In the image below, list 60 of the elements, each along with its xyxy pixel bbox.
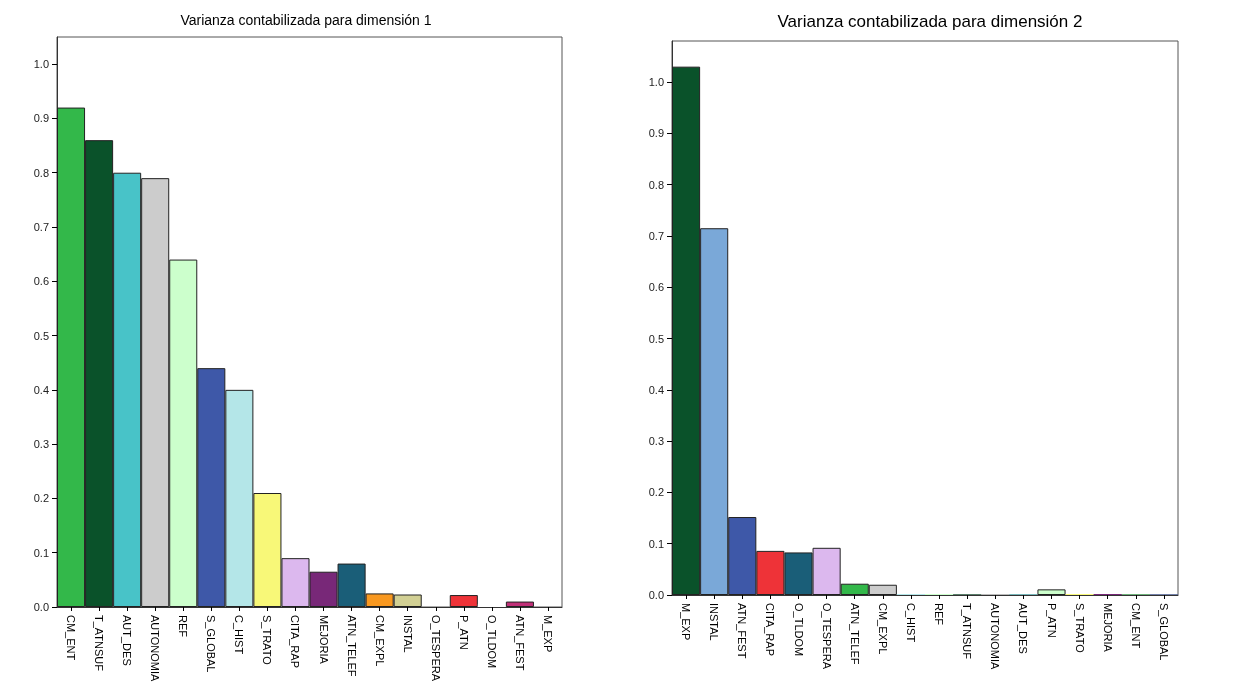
y-tick-label: 0.7 <box>33 221 49 233</box>
y-tick-label: 0.1 <box>33 546 49 559</box>
x-tick-label: P_ATN <box>457 615 470 650</box>
y-tick-label: 0.6 <box>33 275 49 288</box>
x-tick-label: AUT_DES <box>1017 603 1030 654</box>
x-tick-label: AUT_DES <box>121 615 134 666</box>
x-tick-label: CITA_RAP <box>764 603 777 656</box>
x-tick-label: ATN_FEST <box>736 603 749 659</box>
x-tick-label: M_EXP <box>541 615 554 653</box>
x-tick-label: C_HIST <box>233 615 246 655</box>
chart-title: Varianza contabilizada para dimensión 2 <box>777 12 1083 31</box>
x-tick-label: AUTONOMIA <box>149 615 162 683</box>
x-tick-label: M_EXP <box>680 603 693 641</box>
y-tick-label: 1.0 <box>33 58 49 71</box>
y-tick-label: 0.5 <box>648 332 664 345</box>
x-tick-label: REF <box>177 615 190 638</box>
x-tick-label: CM_ENT <box>65 615 78 661</box>
y-tick-label: 0.0 <box>33 601 49 613</box>
y-tick-label: 1.0 <box>648 76 664 89</box>
x-tick-label: P_ATN <box>1045 603 1058 638</box>
y-tick-label: 0.4 <box>33 383 49 396</box>
y-tick-label: 0.4 <box>648 383 664 396</box>
x-tick-label: INSTAL <box>401 615 414 653</box>
x-tick-label: O_TLDOM <box>485 615 498 669</box>
y-tick-label: 0.1 <box>648 537 664 550</box>
x-tick-label: CM_ENT <box>1129 603 1142 649</box>
y-tick-label: 0.5 <box>33 329 49 342</box>
x-tick-label: S_TRATO <box>1073 603 1086 654</box>
x-tick-label: O_TESPERA <box>820 603 833 670</box>
y-tick-label: 0.3 <box>648 435 664 448</box>
y-tick-label: 0.2 <box>648 486 664 499</box>
x-tick-label: AUTONOMIA <box>989 603 1002 671</box>
x-tick-label: ATN_TELEF <box>848 603 861 665</box>
y-tick-label: 0.3 <box>33 438 49 451</box>
y-tick-label: 0.2 <box>33 492 49 505</box>
y-tick-label: 0.6 <box>648 281 664 294</box>
x-tick-label: O_TLDOM <box>792 603 805 657</box>
y-tick-label: 0.9 <box>33 112 49 125</box>
x-tick-label: CITA_RAP <box>289 615 302 668</box>
x-tick-label: ATN_FEST <box>513 615 526 671</box>
x-tick-label: T_ATNSUF <box>93 615 106 672</box>
y-tick-label: 0.7 <box>648 229 664 242</box>
y-tick-label: 0.8 <box>648 178 664 191</box>
chart-title: Varianza contabilizada para dimensión 1 <box>180 12 432 28</box>
y-tick-label: 0.8 <box>33 166 49 179</box>
x-tick-label: MEJORIA <box>1101 603 1114 653</box>
x-tick-label: MEJORIA <box>317 615 330 665</box>
x-tick-label: CM_EXPL <box>876 603 889 655</box>
x-tick-label: REF <box>933 603 946 626</box>
y-tick-label: 0.0 <box>648 589 664 601</box>
x-tick-label: S_GLOBAL <box>1157 603 1170 661</box>
y-tick-label: 0.9 <box>648 127 664 140</box>
x-tick-label: INSTAL <box>708 603 721 641</box>
x-tick-label: T_ATNSUF <box>961 603 974 660</box>
x-tick-label: S_GLOBAL <box>205 615 218 673</box>
x-tick-label: CM_EXPL <box>373 615 386 667</box>
x-tick-label: ATN_TELEF <box>345 615 358 677</box>
x-tick-label: C_HIST <box>904 603 917 643</box>
x-tick-label: S_TRATO <box>261 615 274 666</box>
x-tick-label: O_TESPERA <box>429 615 442 682</box>
